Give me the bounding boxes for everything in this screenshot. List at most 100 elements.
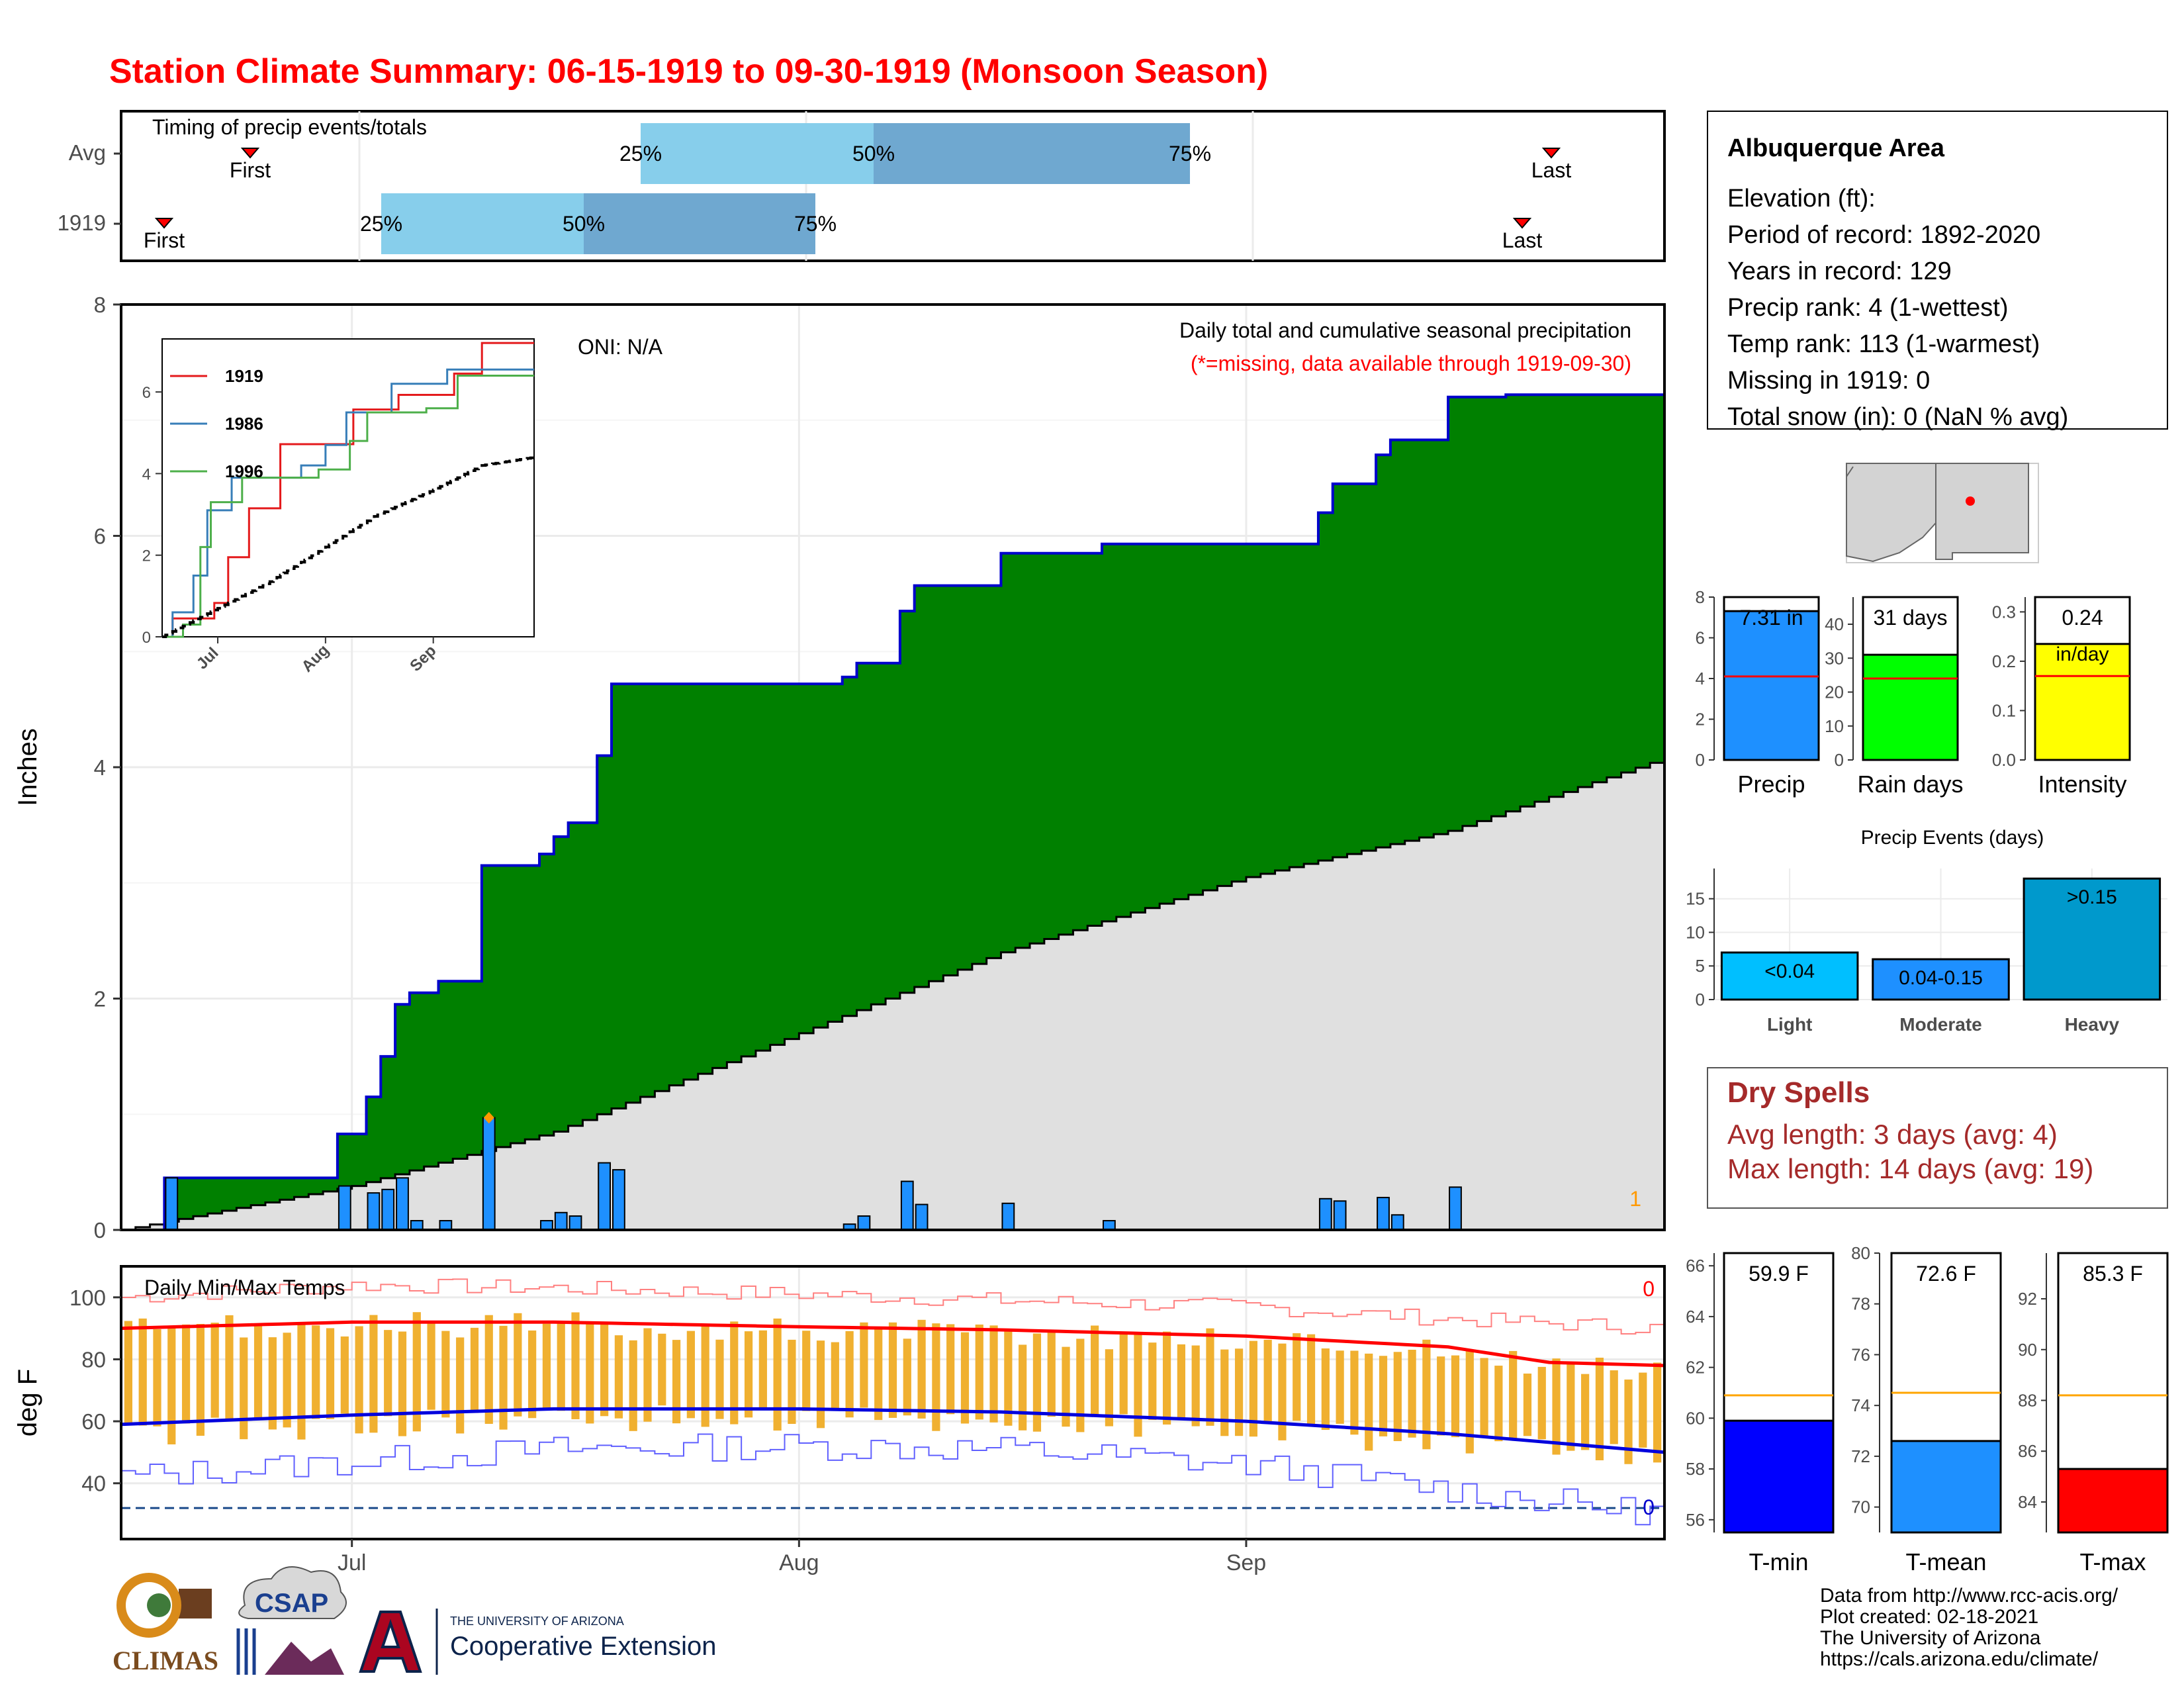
- daily-temp-range-bar: [326, 1328, 335, 1419]
- mini-y-tick-label: 62: [1686, 1358, 1705, 1378]
- daily-temp-range-bar: [586, 1322, 594, 1424]
- precip-y-tick-label: 0: [94, 1218, 106, 1243]
- timing-first-label: First: [230, 158, 271, 182]
- station-info-line: Period of record: 1892-2020: [1727, 221, 2040, 249]
- daily-precip-bar: [439, 1220, 453, 1231]
- daily-temp-range-bar: [181, 1324, 191, 1424]
- precip-panel-title: Daily total and cumulative seasonal prec…: [1179, 318, 1631, 342]
- timing-bar-50-75: [874, 123, 1190, 184]
- daily-temp-range-bar: [1032, 1333, 1042, 1432]
- daily-temp-range-bar: [514, 1313, 522, 1417]
- uofa-small-text: THE UNIVERSITY OF ARIZONA: [450, 1615, 624, 1628]
- daily-temp-range-bar: [614, 1335, 623, 1419]
- average-min-temp-line: [120, 1407, 1665, 1454]
- daily-temp-range-bar: [456, 1337, 465, 1434]
- daily-temp-range-bar: [773, 1318, 782, 1431]
- daily-temp-range-bar: [860, 1322, 868, 1408]
- missing-count-precip: 1: [1629, 1187, 1641, 1211]
- daily-precip-bar: [1318, 1197, 1332, 1231]
- mini-y-tick-label: 66: [1686, 1256, 1705, 1276]
- daily-temp-range-bar: [989, 1325, 998, 1423]
- daily-precip-bar: [410, 1220, 424, 1231]
- daily-temp-range-bar: [1119, 1332, 1128, 1415]
- daily-temp-range-bar: [124, 1321, 132, 1425]
- events-bar: [1872, 958, 2010, 1001]
- mini-chart-title: Rain days: [1857, 771, 1963, 798]
- mini-value-bar: [2057, 1468, 2169, 1534]
- precip-y-tick-label: 6: [94, 524, 106, 549]
- mini-y-tick-label: 58: [1686, 1459, 1705, 1479]
- temp-y-tick-label: 40: [81, 1472, 106, 1496]
- daily-temp-range-bar: [196, 1324, 205, 1436]
- footer-line-1: Data from http://www.rcc-acis.org/: [1820, 1585, 2118, 1607]
- mini-y-tick-label: 70: [1851, 1497, 1870, 1517]
- daily-temp-range-bar: [831, 1342, 839, 1409]
- mini-y-tick-label: 0: [1835, 750, 1844, 770]
- daily-precip-bar: [1103, 1220, 1116, 1231]
- daily-temp-range-bar: [240, 1337, 248, 1440]
- mini-y-tick-label: 2: [1696, 710, 1705, 729]
- mini-chart-title: Intensity: [2038, 771, 2126, 798]
- daily-temp-range-bar: [946, 1324, 955, 1415]
- daily-temp-range-bar: [1263, 1339, 1272, 1423]
- oni-label: ONI: N/A: [578, 335, 663, 359]
- mini-chart-title: Precip: [1737, 771, 1805, 798]
- daily-temp-range-bar: [1278, 1343, 1287, 1440]
- station-info-line: Temp rank: 113 (1-warmest): [1727, 330, 2040, 358]
- dry-spells-title: Dry Spells: [1727, 1076, 1870, 1109]
- daily-temp-range-bar: [355, 1326, 363, 1434]
- dry-spells-box: Dry Spells Avg length: 3 days (avg: 4) M…: [1707, 1067, 2168, 1209]
- mini-y-tick-label: 4: [1696, 669, 1705, 688]
- mini-y-tick-label: 74: [1851, 1395, 1870, 1415]
- daily-temp-range-bar: [1019, 1344, 1027, 1430]
- daily-temp-range-bar: [845, 1331, 854, 1418]
- inset-legend-label: 1919: [225, 366, 263, 386]
- daily-temp-range-bar: [1336, 1350, 1344, 1424]
- mini-value-label: 85.3 F: [2083, 1262, 2143, 1286]
- daily-temp-range-bar: [225, 1315, 234, 1419]
- daily-precip-bar: [569, 1215, 582, 1231]
- daily-temp-range-bar: [1552, 1358, 1561, 1455]
- events-y-tick-label: 10: [1686, 922, 1705, 942]
- daily-temp-range-bar: [1134, 1333, 1142, 1437]
- mini-value-bar: [2034, 643, 2131, 761]
- station-info-line: Precip rank: 4 (1-wettest): [1727, 294, 2008, 322]
- max-precip-marker: [483, 1111, 494, 1124]
- footer-line-4: https://cals.arizona.edu/climate/: [1820, 1648, 2099, 1670]
- daily-temp-range-bar: [903, 1338, 911, 1416]
- precip-y-tick-label: 4: [94, 755, 106, 780]
- mini-y-tick-label: 10: [1825, 716, 1844, 736]
- daily-precip-bar: [598, 1162, 612, 1231]
- daily-precip-bar: [1333, 1200, 1347, 1231]
- temp-y-tick-label: 60: [81, 1409, 106, 1434]
- timing-row-label-avg: Avg: [69, 140, 106, 165]
- climas-logo: CLIMAS: [113, 1573, 218, 1675]
- mini-value-bar: [1723, 610, 1820, 761]
- events-y-tick-label: 0: [1696, 990, 1705, 1009]
- daily-temp-range-bar: [960, 1332, 970, 1424]
- daily-temp-range-bar: [932, 1323, 940, 1431]
- timing-p50-label: 50%: [852, 142, 895, 165]
- inset-y-tick-label: 4: [142, 465, 151, 483]
- station-info-box: Albuquerque Area Elevation (ft): Period o…: [1707, 111, 2168, 431]
- daily-temp-range-bar: [874, 1329, 883, 1421]
- timing-last-marker: [1512, 218, 1532, 229]
- daily-temp-range-bar: [1624, 1380, 1633, 1464]
- precip-panel-subtitle: (*=missing, data available through 1919-…: [1191, 352, 1631, 375]
- mini-y-tick-label: 40: [1825, 614, 1844, 634]
- mini-value-bar: [1890, 1440, 2002, 1534]
- daily-temp-range-bar: [629, 1340, 637, 1431]
- mini-y-tick-label: 0: [1696, 750, 1705, 770]
- daily-temp-range-bar: [484, 1315, 493, 1424]
- daily-temp-range-bar: [1047, 1330, 1056, 1417]
- timing-last-label: Last: [1531, 158, 1572, 182]
- daily-temp-range-bar: [470, 1327, 479, 1413]
- events-bar-label: <0.04: [1764, 961, 1815, 982]
- mini-y-tick-label: 20: [1825, 682, 1844, 702]
- mini-value-bar: [1723, 1419, 1835, 1534]
- daily-temp-range-bar: [744, 1331, 753, 1418]
- temp-y-label: deg F: [13, 1369, 42, 1436]
- timing-panel: Timing of precip events/totals First Last…: [58, 110, 1666, 262]
- record-min-line: [121, 1433, 1664, 1526]
- daily-temp-range-bar: [715, 1339, 724, 1419]
